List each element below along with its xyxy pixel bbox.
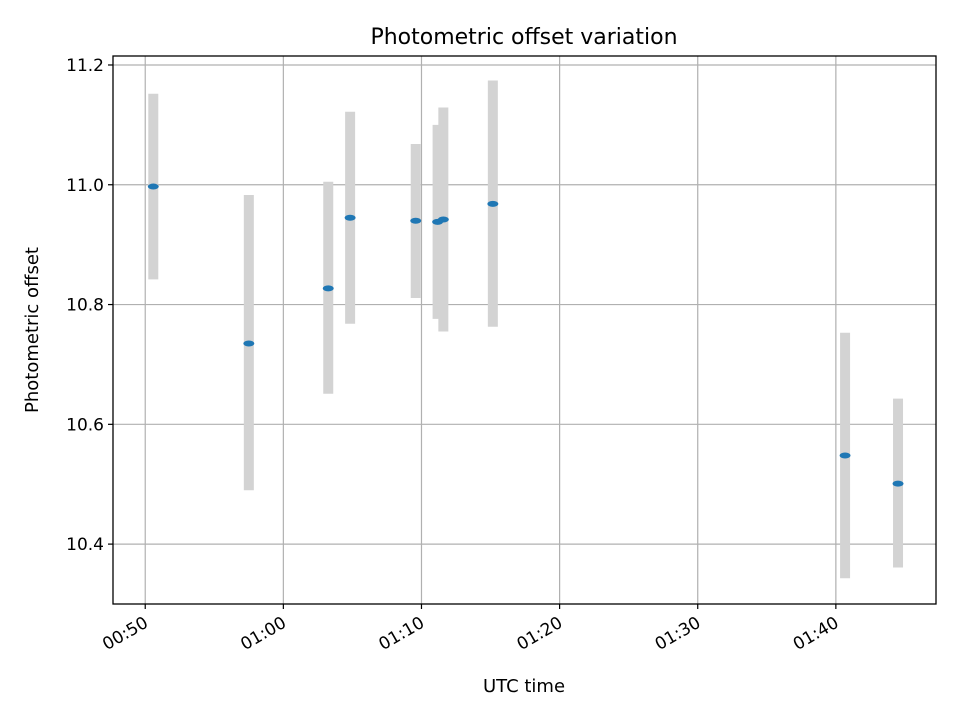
data-point: [243, 340, 255, 347]
x-tick-label: 00:50: [99, 613, 151, 655]
data-point: [147, 183, 159, 190]
y-tick-label: 11.2: [66, 56, 104, 76]
data-points: [147, 183, 904, 487]
y-tick-label: 10.8: [66, 296, 104, 316]
data-point: [487, 200, 499, 207]
chart-title: Photometric offset variation: [370, 25, 677, 50]
y-tick-label: 11.0: [66, 176, 104, 196]
data-point: [892, 480, 904, 487]
error-bars: [148, 80, 904, 579]
data-point: [410, 217, 422, 224]
data-point: [344, 214, 356, 221]
x-tick-label: 01:40: [790, 613, 842, 655]
data-point: [322, 285, 334, 292]
x-tick-label: 01:00: [237, 613, 289, 655]
y-tick-label: 10.6: [66, 415, 104, 435]
x-tick-label: 01:20: [514, 613, 566, 655]
axis-ticks: 00:50 01:00 01:10 01:20 01:30 01:40 10.4 10.6 10…: [66, 56, 842, 655]
y-axis-label: Photometric offset: [22, 247, 43, 413]
data-point: [437, 216, 449, 223]
x-tick-label: 01:30: [652, 613, 704, 655]
data-point: [839, 452, 851, 459]
plot-frame: [112, 55, 937, 605]
grid: [113, 56, 936, 604]
x-tick-label: 01:10: [376, 613, 428, 655]
y-tick-label: 10.4: [66, 535, 104, 555]
x-axis-label: UTC time: [483, 676, 565, 697]
